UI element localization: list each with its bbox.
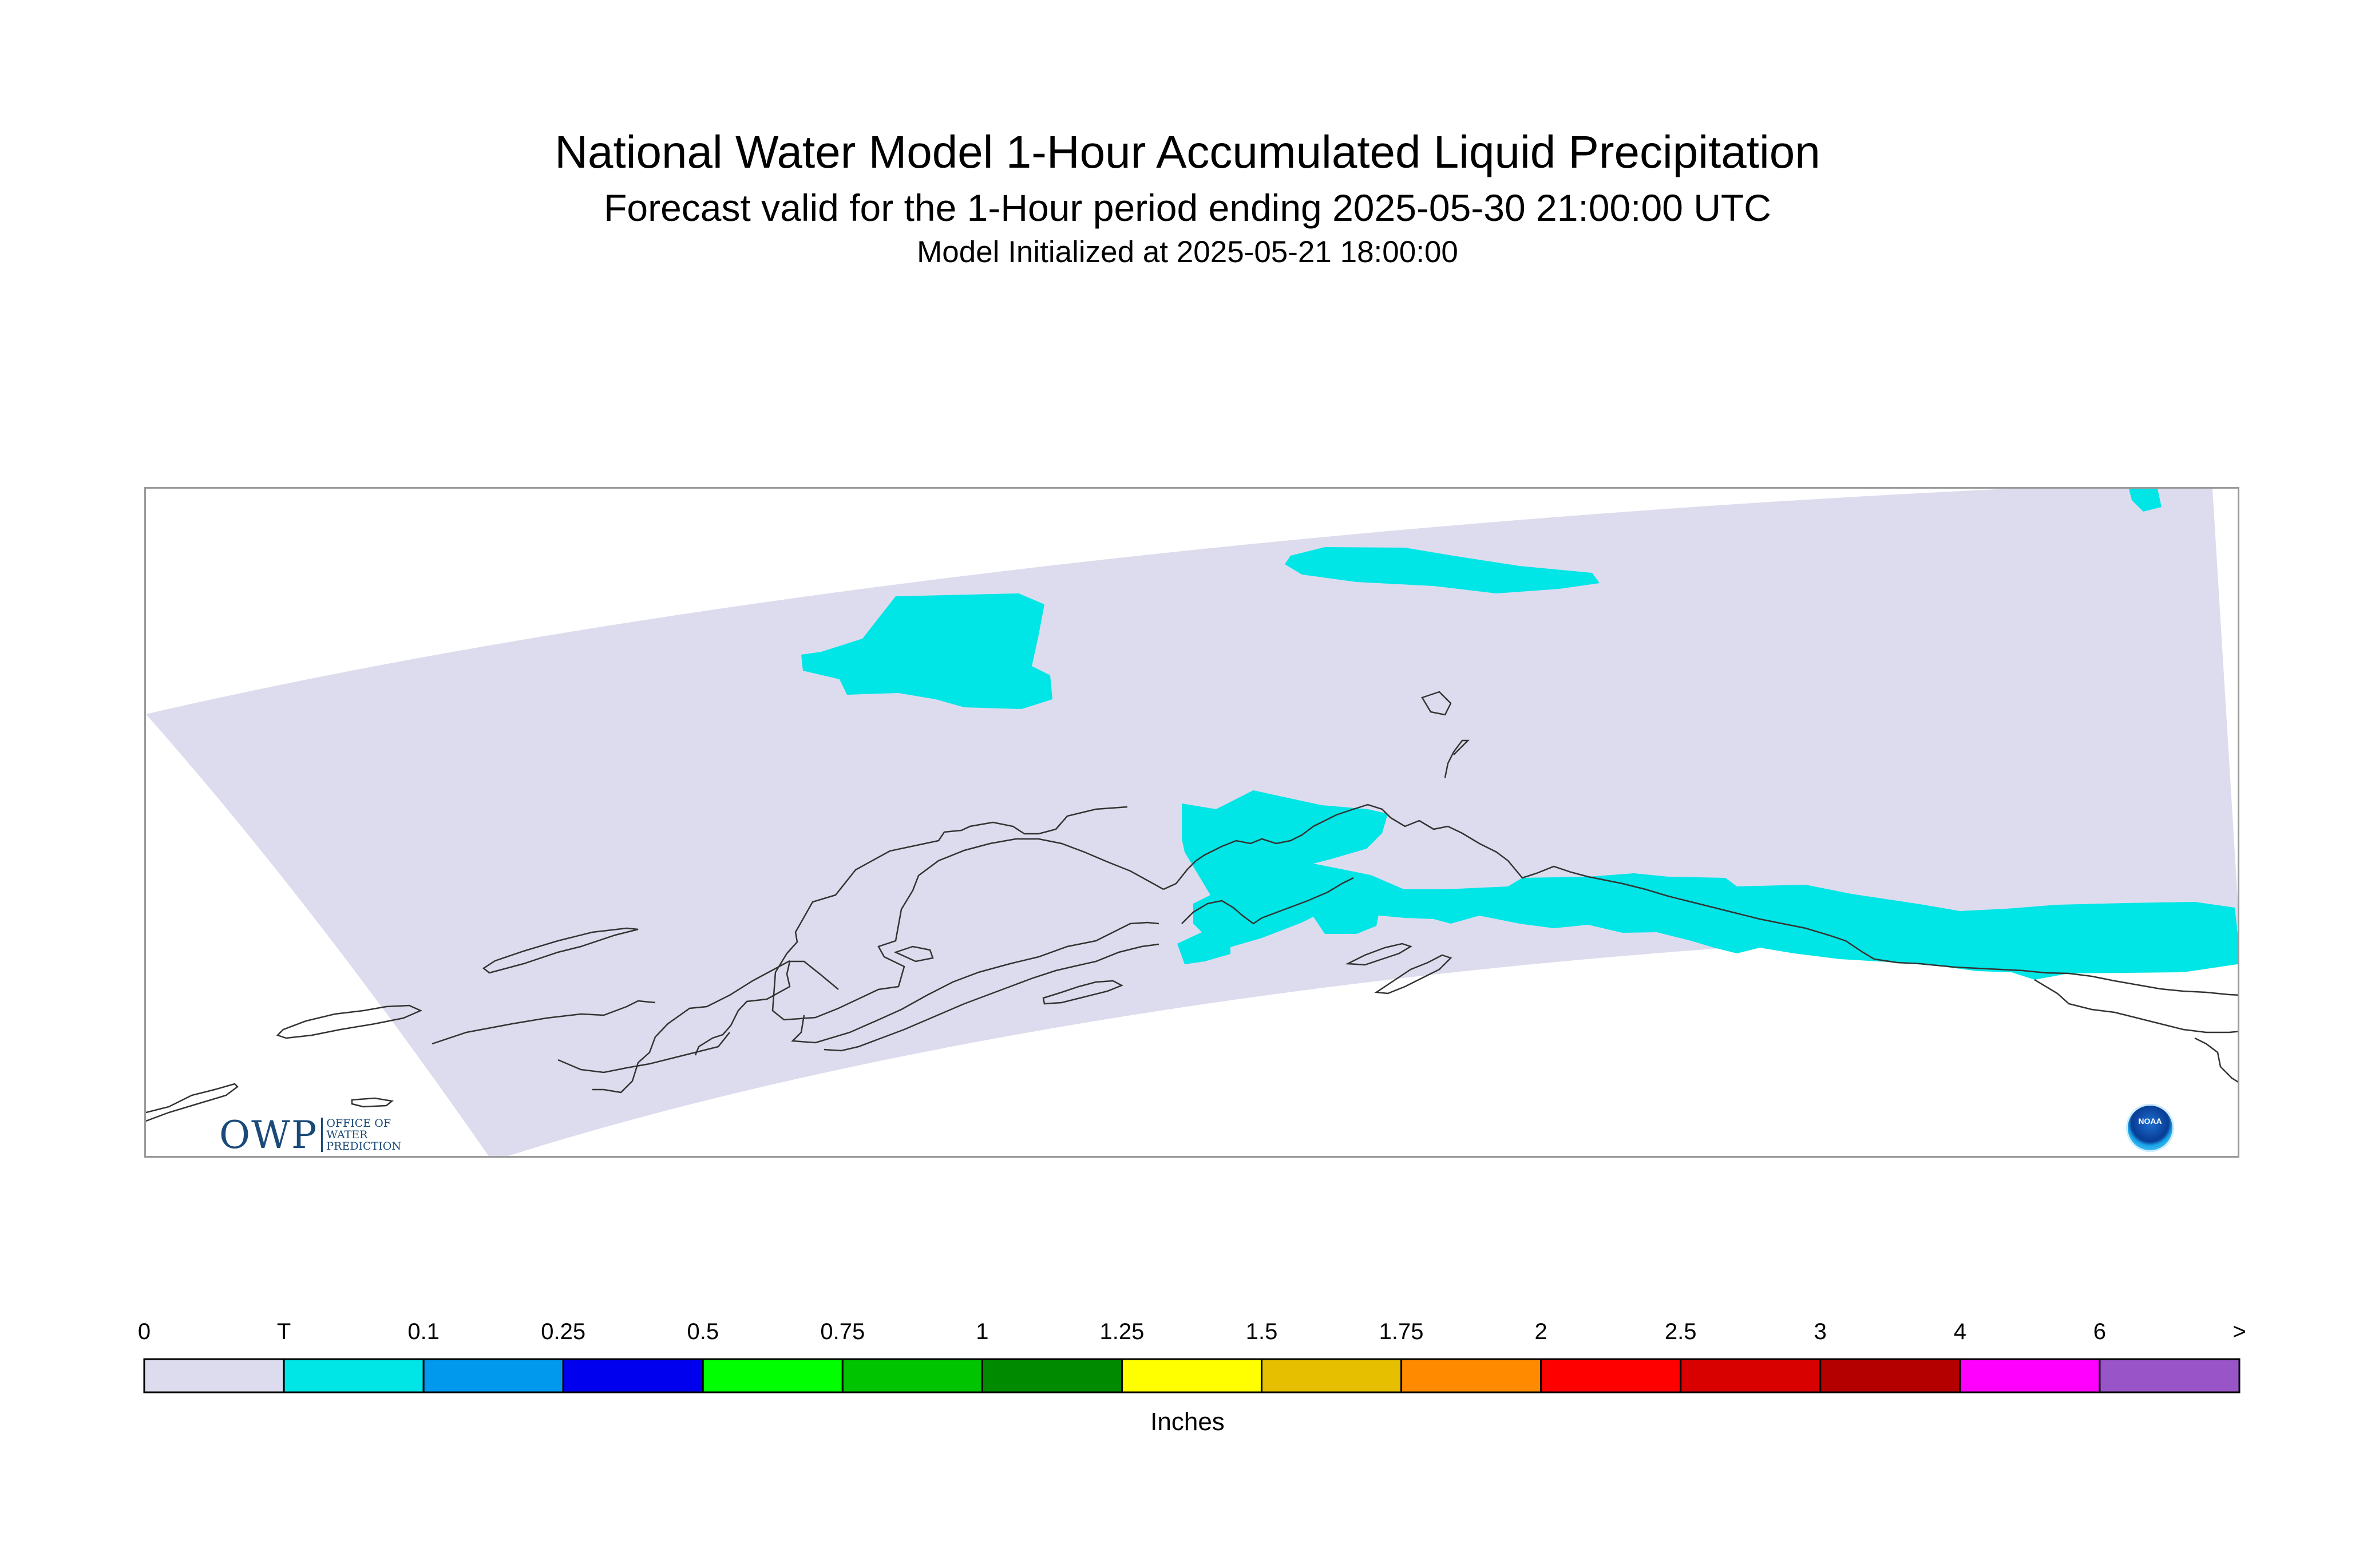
coastline-peninsula: [791, 921, 1159, 1044]
colorbar-tick-label: 1.25: [1100, 1319, 1145, 1344]
island-chukotka-coast: [146, 1083, 239, 1122]
coastline-norton: [432, 1000, 656, 1045]
map-panel: OWP OFFICE OF WATER PREDICTION NOAA: [144, 487, 2239, 1158]
owp-logo: OWP OFFICE OF WATER PREDICTION: [219, 1112, 401, 1157]
owp-logo-text: OWP: [219, 1112, 318, 1157]
colorbar-tick-label: 1.5: [1246, 1319, 1278, 1344]
noaa-logo-text: NOAA: [2138, 1116, 2162, 1126]
island-nunivak: [893, 945, 934, 963]
coastline-bristol-bay: [592, 960, 790, 1094]
precip-area-ne-corner: [2129, 489, 2162, 512]
owp-logo-subtext: OFFICE OF WATER PREDICTION: [326, 1118, 401, 1152]
colorbar-tick-label: 3: [1814, 1319, 1827, 1344]
colorbar-box: [562, 1358, 704, 1393]
colorbar-tick-label: 0: [138, 1319, 151, 1344]
init-time: Model Initialized at 2025-05-21 18:00:00: [917, 235, 1458, 269]
coastline-yukon: [1444, 739, 1470, 778]
coastline-seward: [557, 1032, 730, 1074]
precip-area-east: [1371, 873, 2238, 980]
map-subtitle: Forecast valid for the 1-Hour period end…: [604, 187, 1771, 229]
coastline-panhandle: [2194, 1037, 2238, 1083]
colorbar-box: [841, 1358, 983, 1393]
coastline-prince-william: [1390, 817, 1589, 879]
colorbar-tick-label: 0.1: [407, 1319, 440, 1344]
colorbar-tick-label: 2: [1535, 1319, 1547, 1344]
colorbar-box: [1540, 1358, 1682, 1393]
island-afognak: [1345, 943, 1412, 966]
island-st-lawrence: [482, 927, 639, 974]
colorbar-box: [283, 1358, 425, 1393]
owp-logo-sub2: WATER: [326, 1129, 368, 1141]
colorbar-boxes: [143, 1358, 2241, 1393]
colorbar-labels: 0 T 0.1 0.25 0.5 0.75 1 1.25 1.5 1.75 2 2.5 3 4 6 >: [138, 1319, 2246, 1344]
colorbar-tick-label: 0.25: [541, 1319, 585, 1344]
map-title: National Water Model 1-Hour Accumulated …: [555, 126, 1820, 177]
precipitation-areas: [801, 489, 2238, 980]
colorbar-box: [1680, 1358, 1822, 1393]
colorbar-tick-label: >: [2232, 1319, 2246, 1344]
owp-logo-divider: [321, 1118, 323, 1152]
colorbar-tick-label: 1.75: [1379, 1319, 1424, 1344]
coastline-peninsula-south: [824, 943, 1159, 1052]
noaa-logo: NOAA: [2126, 1104, 2174, 1152]
colorbar-tick-label: 6: [2093, 1319, 2106, 1344]
lake-iliamna: [1042, 980, 1123, 1005]
colorbar-tick-label: 0.75: [820, 1319, 865, 1344]
coastline-southeast: [2034, 979, 2238, 1034]
coastline-kenai: [1181, 877, 1354, 925]
coastline-mainland: [771, 806, 1164, 1021]
precip-area-west: [801, 593, 1052, 709]
island-kuskokwim: [276, 1004, 423, 1039]
coastline-yk-delta: [694, 960, 839, 1056]
alaska-map: [146, 489, 2238, 1156]
owp-logo-sub3: PREDICTION: [326, 1140, 401, 1153]
precip-area-north: [1285, 547, 1600, 593]
colorbar-box: [1819, 1358, 1961, 1393]
colorbar-box: [2099, 1358, 2241, 1393]
precip-area-central: [1177, 790, 1411, 964]
colorbar-box: [143, 1358, 285, 1393]
colorbar-box: [1121, 1358, 1263, 1393]
colorbar-tick-label: 4: [1954, 1319, 1966, 1344]
colorbar-tick-label: 1: [976, 1319, 988, 1344]
coastlines: [146, 691, 2238, 1122]
colorbar-box: [1959, 1358, 2101, 1393]
colorbar-box: [981, 1358, 1123, 1393]
island-chukotka-east: [351, 1097, 394, 1108]
colorbar-tick-label: 2.5: [1665, 1319, 1697, 1344]
lake-northeast: [1421, 691, 1452, 716]
colorbar-tick-label: 0.5: [687, 1319, 719, 1344]
island-kodiak: [1374, 954, 1452, 995]
colorbar: 0 T 0.1 0.25 0.5 0.75 1 1.25 1.5 1.75 2 2.5 3 4 6 >: [138, 1319, 2246, 1393]
colorbar-box: [422, 1358, 564, 1393]
colorbar-tick-label: T: [277, 1319, 291, 1344]
colorbar-box: [1400, 1358, 1542, 1393]
colorbar-box: [1261, 1358, 1403, 1393]
coastline-gulf: [1588, 876, 2238, 996]
colorbar-units-label: Inches: [1150, 1408, 1225, 1436]
owp-logo-sub1: OFFICE OF: [326, 1117, 391, 1130]
coastline-cook-inlet: [1163, 803, 1391, 890]
colorbar-box: [702, 1358, 844, 1393]
